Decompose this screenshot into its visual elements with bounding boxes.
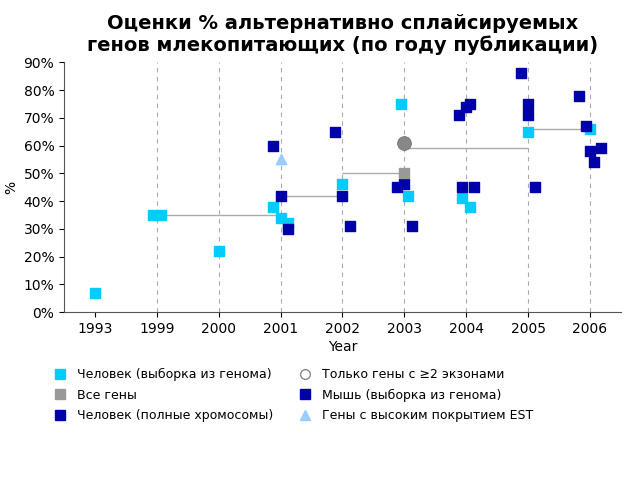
Point: [465, 203, 475, 210]
Point: [458, 194, 468, 202]
Point: [468, 183, 479, 191]
Point: [337, 192, 348, 199]
Point: [523, 111, 533, 119]
Point: [268, 142, 278, 149]
Point: [515, 70, 525, 77]
Point: [399, 180, 410, 188]
Point: [588, 158, 598, 166]
Point: [523, 128, 533, 135]
Point: [399, 139, 410, 147]
Point: [458, 183, 468, 191]
Point: [399, 169, 410, 177]
Point: [156, 211, 166, 219]
Point: [345, 222, 355, 230]
Point: [396, 100, 406, 108]
Point: [392, 183, 402, 191]
Point: [275, 192, 285, 199]
Point: [461, 103, 471, 110]
Point: [275, 214, 285, 222]
Point: [581, 122, 591, 130]
Point: [275, 156, 285, 163]
Point: [523, 100, 533, 108]
Point: [214, 247, 224, 255]
Point: [454, 111, 464, 119]
Point: [406, 222, 417, 230]
Legend: Человек (выборка из генома), Все гены, Человек (полные хромосомы), Только гены с: Человек (выборка из генома), Все гены, Ч…: [42, 363, 539, 427]
Title: Оценки % альтернативно сплайсируемых
генов млекопитающих (по году публикации): Оценки % альтернативно сплайсируемых ген…: [87, 13, 598, 55]
Point: [268, 203, 278, 210]
Y-axis label: %: %: [4, 180, 18, 194]
Point: [283, 225, 293, 233]
Point: [337, 180, 348, 188]
Point: [573, 92, 584, 99]
Point: [283, 219, 293, 227]
X-axis label: Year: Year: [328, 340, 357, 354]
Point: [465, 100, 475, 108]
Point: [148, 211, 158, 219]
Point: [90, 289, 100, 297]
Point: [585, 147, 595, 155]
Point: [531, 183, 541, 191]
Point: [403, 192, 413, 199]
Point: [596, 144, 606, 152]
Point: [330, 128, 340, 135]
Point: [585, 125, 595, 133]
